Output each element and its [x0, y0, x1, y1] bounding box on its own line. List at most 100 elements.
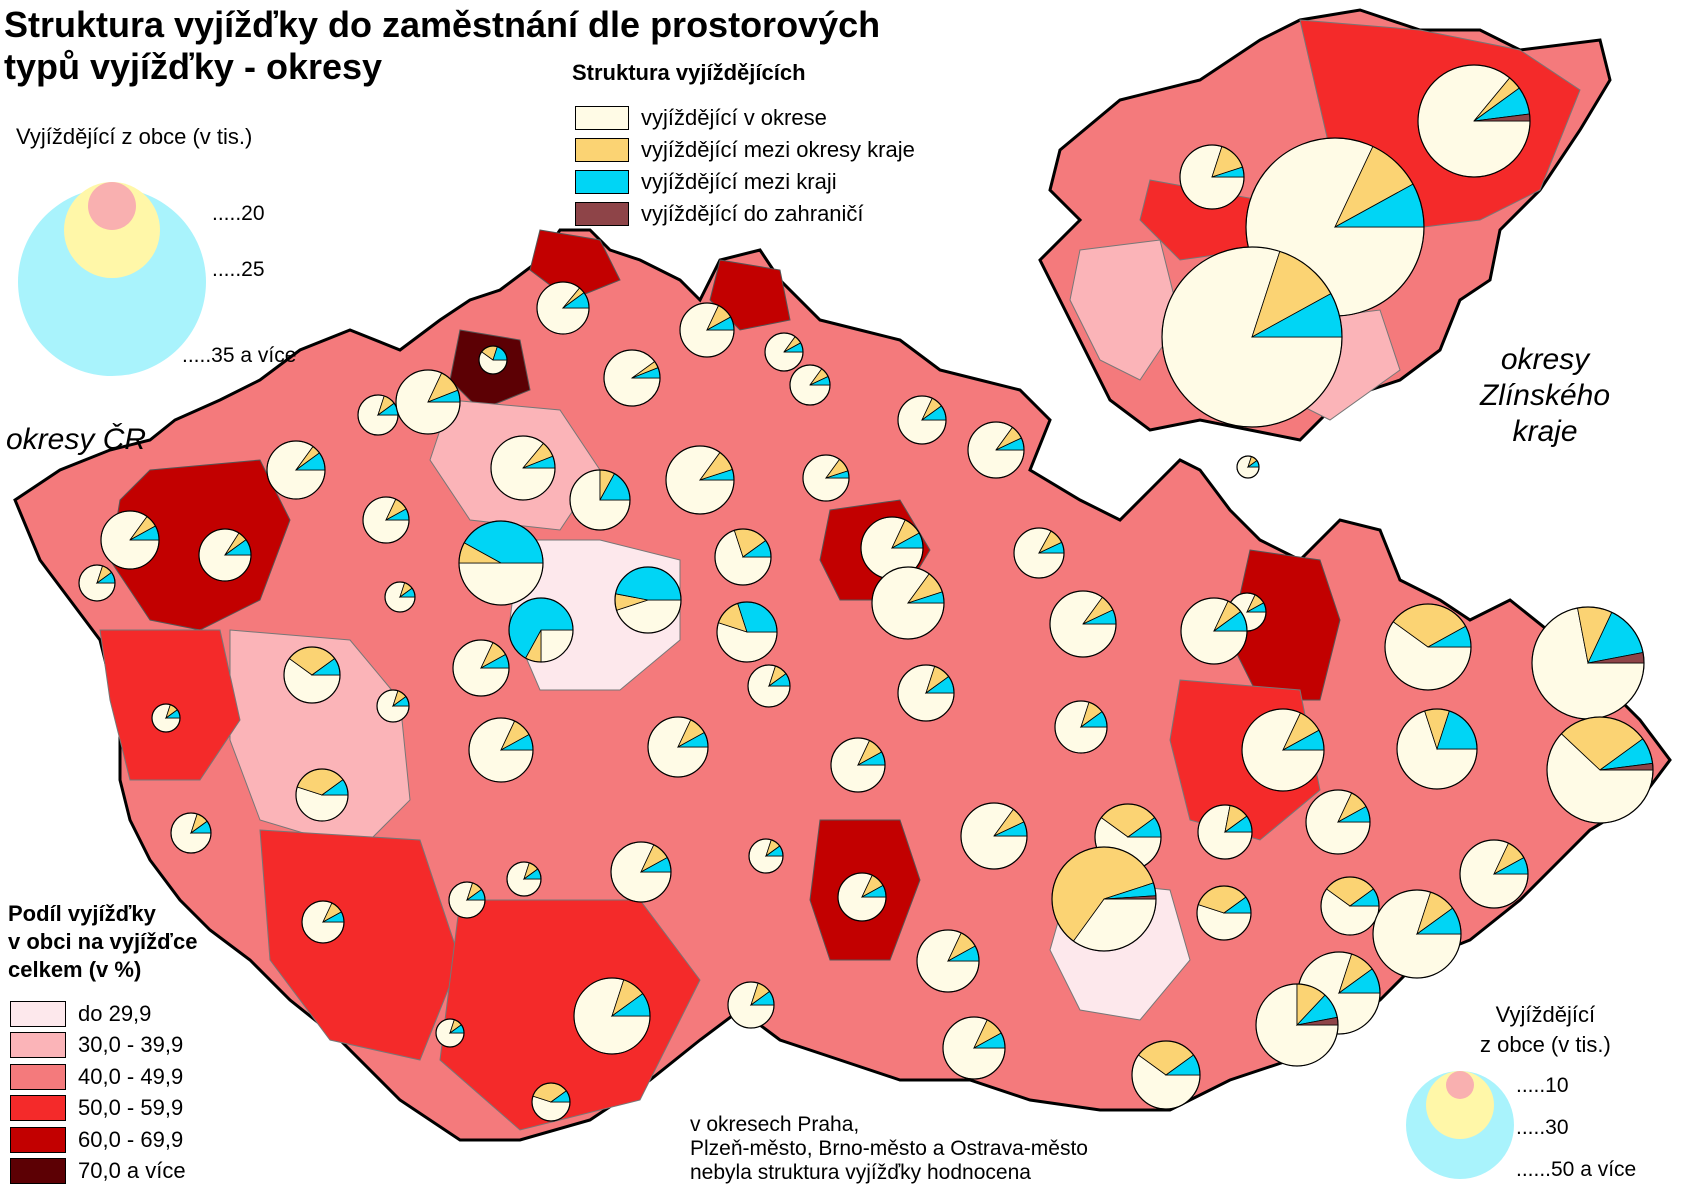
- pie-chart: [357, 394, 399, 436]
- share-swatch: [10, 1000, 66, 1027]
- pie-outline: [603, 349, 661, 407]
- structure-legend: vyjíždějící v okrese vyjíždějící mezi ok…: [575, 102, 915, 230]
- pie-chart: [301, 900, 345, 944]
- pie-chart: [435, 1018, 465, 1048]
- pie-chart: [1546, 716, 1654, 824]
- pie-outline: [1161, 246, 1343, 428]
- pie-outline: [647, 716, 709, 778]
- pie-chart: [830, 737, 886, 793]
- share-legend-item: do 29,9: [10, 998, 186, 1030]
- pie-outline: [508, 597, 574, 663]
- region-label-zlin-line2: Zlínského: [1479, 379, 1611, 412]
- pie-chart: [967, 421, 1025, 479]
- pie-outline: [1255, 983, 1339, 1067]
- share-label: 70,0 a více: [78, 1158, 186, 1184]
- pie-outline: [490, 435, 556, 501]
- pie-outline: [830, 737, 886, 793]
- map-title-line1: Struktura vyjížďky do zaměstnání dle pro…: [4, 4, 881, 45]
- pie-chart: [960, 802, 1028, 870]
- pie-chart: [1131, 1040, 1201, 1110]
- pie-chart: [727, 981, 775, 1029]
- pie-chart: [478, 345, 508, 375]
- pie-chart: [764, 332, 804, 372]
- pie-outline: [802, 454, 850, 502]
- structure-swatch-zahranici: [575, 202, 629, 226]
- pie-outline: [942, 1016, 1006, 1080]
- pie-outline: [1180, 597, 1248, 665]
- pie-chart: [916, 929, 980, 993]
- structure-label: vyjíždějící do zahraničí: [641, 201, 864, 226]
- pie-outline: [1013, 527, 1065, 579]
- pie-chart: [536, 281, 590, 335]
- pie-outline: [1372, 889, 1462, 979]
- note-line2: Plzeň-město, Brno-město a Ostrava-město: [690, 1137, 1088, 1160]
- pie-chart: [1372, 889, 1462, 979]
- pie-outline: [1236, 455, 1260, 479]
- zlin-region-pink: [1069, 239, 1181, 381]
- pie-outline: [1396, 708, 1478, 790]
- share-swatch: [10, 1063, 66, 1090]
- pie-outline: [960, 802, 1028, 870]
- pie-chart: [716, 601, 778, 663]
- pie-chart: [1179, 144, 1245, 210]
- pie-outline: [614, 566, 682, 634]
- pie-outline: [448, 881, 486, 919]
- share-legend-title: Podíl vyjížďky v obci na vyjížďce celkem…: [8, 900, 197, 984]
- pie-outline: [395, 369, 461, 435]
- share-label: 40,0 - 49,9: [78, 1063, 184, 1089]
- structure-legend-item: vyjíždějící mezi kraji: [575, 166, 915, 198]
- pie-chart: [362, 496, 410, 544]
- share-swatch: [10, 1158, 66, 1185]
- note-text: v okresech Praha, Plzeň-město, Brno-měst…: [690, 1113, 1088, 1185]
- pie-chart: [1236, 455, 1260, 479]
- pie-chart: [789, 364, 831, 406]
- pie-chart: [714, 528, 772, 586]
- zlin-size-label-30: .....30: [1516, 1116, 1569, 1139]
- pie-chart: [1459, 839, 1529, 909]
- pie-chart: [1054, 700, 1108, 754]
- pie-chart: [283, 646, 341, 704]
- region-label-cr: okresy ČR: [6, 423, 147, 456]
- zlin-size-circle-30: [1426, 1071, 1494, 1139]
- pie-outline: [871, 566, 945, 640]
- pie-chart: [384, 581, 416, 613]
- pie-chart: [490, 435, 556, 501]
- pie-chart: [802, 454, 850, 502]
- pie-outline: [458, 520, 544, 606]
- pie-outline: [573, 977, 651, 1055]
- pie-chart: [506, 861, 542, 897]
- pie-chart: [1197, 804, 1253, 860]
- pie-outline: [301, 900, 345, 944]
- share-label: 30,0 - 39,9: [78, 1032, 184, 1058]
- pie-outline: [435, 1018, 465, 1048]
- pie-outline: [1049, 590, 1117, 658]
- pie-outline: [727, 981, 775, 1029]
- pie-outline: [384, 581, 416, 613]
- pie-chart: [1320, 876, 1380, 936]
- pie-chart: [376, 689, 410, 723]
- pie-chart: [1531, 606, 1645, 720]
- pie-outline: [610, 841, 672, 903]
- pie-outline: [531, 1082, 571, 1122]
- pie-chart: [1241, 708, 1325, 792]
- pie-outline: [536, 281, 590, 335]
- pie-outline: [789, 364, 831, 406]
- size-legend-cr-title: Vyjíždějící z obce (v tis.): [16, 124, 253, 149]
- pie-chart: [665, 445, 735, 515]
- size-label-20: .....20: [212, 202, 265, 225]
- pie-chart: [508, 597, 574, 663]
- pie-outline: [764, 332, 804, 372]
- pie-outline: [78, 564, 116, 602]
- pie-chart: [837, 872, 887, 922]
- pie-outline: [295, 768, 349, 822]
- pie-chart: [573, 977, 651, 1055]
- pie-chart: [1051, 846, 1157, 952]
- size-circle-20: [88, 182, 136, 230]
- pie-chart: [468, 717, 534, 783]
- pie-chart: [647, 716, 709, 778]
- region-label-zlin: okresy Zlínského kraje: [1455, 342, 1635, 450]
- region-dark-north: [529, 229, 621, 301]
- pie-outline: [1305, 789, 1371, 855]
- note-line1: v okresech Praha,: [690, 1113, 860, 1136]
